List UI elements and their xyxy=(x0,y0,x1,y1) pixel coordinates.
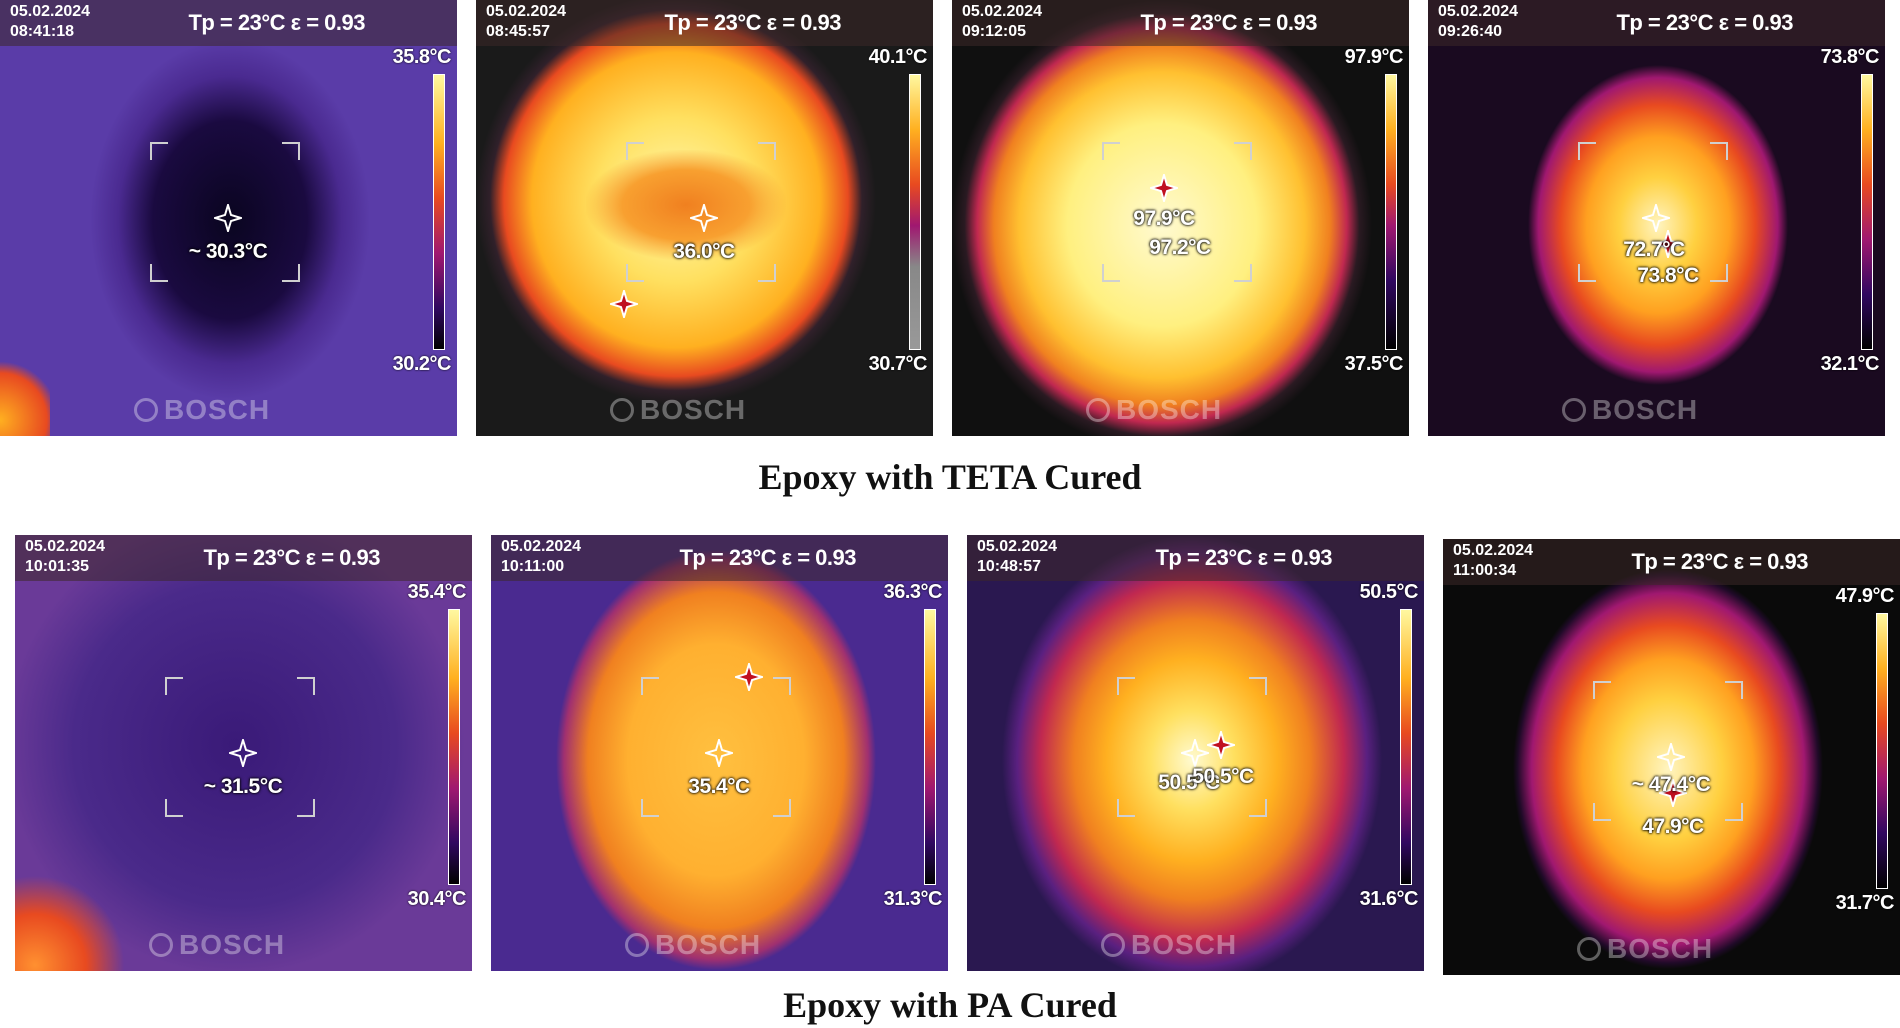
bosch-logo-icon xyxy=(625,933,649,957)
measurement-frame xyxy=(641,677,791,817)
capture-date: 05.02.2024 10:48:57 xyxy=(977,538,1058,575)
scale-max-label: 36.3°C xyxy=(883,581,943,603)
emissivity-readout: Tp = 23°C ε = 0.93 xyxy=(1155,545,1332,570)
spot-temperature: ~ 30.3°C xyxy=(188,240,268,263)
bosch-logo-icon xyxy=(1086,398,1110,422)
hotspot-marker-icon xyxy=(610,290,638,318)
emissivity-readout: Tp = 23°C ε = 0.93 xyxy=(1140,10,1317,35)
capture-date: 05.02.2024 10:01:35 xyxy=(25,538,106,575)
brand-watermark: BOSCH xyxy=(1607,933,1714,964)
color-scale-bar xyxy=(1876,613,1888,889)
crosshair-icon xyxy=(705,739,733,767)
scale-max-label: 47.9°C xyxy=(1835,585,1895,607)
measurement-frame xyxy=(1117,677,1267,817)
bosch-logo-icon xyxy=(610,398,634,422)
thermal-image-pa-4: 05.02.2024 11:00:34 Tp = 23°C ε = 0.93 47… xyxy=(1443,539,1900,975)
color-scale-bar xyxy=(1385,74,1397,350)
thermal-image-teta-1: 05.02.2024 08:41:18 Tp = 23°C ε = 0.93 35… xyxy=(0,0,457,436)
scale-min-label: 31.6°C xyxy=(1359,888,1419,910)
emissivity-readout: Tp = 23°C ε = 0.93 xyxy=(1631,549,1808,574)
scale-min-label: 37.5°C xyxy=(1344,353,1404,375)
color-scale-bar xyxy=(448,609,460,885)
bosch-logo-icon xyxy=(1577,937,1601,961)
bosch-logo-icon xyxy=(134,398,158,422)
measurement-frame xyxy=(165,677,315,817)
spot-temperature: 36.0°C xyxy=(673,240,735,263)
hotspot-marker-icon xyxy=(1654,230,1682,258)
spot-temperature: 72.7°C xyxy=(1623,238,1685,261)
brand-watermark: BOSCH xyxy=(164,394,271,425)
emissivity-readout: Tp = 23°C ε = 0.93 xyxy=(679,545,856,570)
spot-temperature: 50.5°C xyxy=(1158,771,1220,794)
color-scale-bar xyxy=(1400,609,1412,885)
bosch-logo-icon xyxy=(149,933,173,957)
hotspot-marker-icon xyxy=(1207,731,1235,759)
bosch-logo-icon xyxy=(1101,933,1125,957)
brand-watermark: BOSCH xyxy=(1131,929,1238,960)
crosshair-icon xyxy=(214,204,242,232)
capture-date: 05.02.2024 08:45:57 xyxy=(486,3,567,40)
capture-date: 05.02.2024 09:26:40 xyxy=(1438,3,1519,40)
spot-temperature: 35.4°C xyxy=(688,775,750,798)
spot-temperature-max: 97.9°C xyxy=(1133,207,1195,230)
thermal-image-pa-1: 05.02.2024 10:01:35 Tp = 23°C ε = 0.93 35… xyxy=(15,535,472,971)
capture-date: 05.02.2024 11:00:34 xyxy=(1453,542,1534,579)
scale-max-label: 35.4°C xyxy=(407,581,467,603)
scale-max-label: 35.8°C xyxy=(392,46,452,68)
scale-min-label: 30.4°C xyxy=(407,888,467,910)
brand-watermark: BOSCH xyxy=(179,929,286,960)
scale-max-label: 73.8°C xyxy=(1820,46,1880,68)
hotspot-marker-icon xyxy=(735,663,763,691)
color-scale-bar xyxy=(1861,74,1873,350)
color-scale-bar xyxy=(433,74,445,350)
color-scale-bar xyxy=(909,74,921,350)
scale-min-label: 30.7°C xyxy=(868,353,928,375)
thermal-image-teta-4: 05.02.2024 09:26:40 Tp = 23°C ε = 0.93 73… xyxy=(1428,0,1885,436)
bosch-logo-icon xyxy=(1562,398,1586,422)
hotspot-marker-icon xyxy=(1659,779,1687,807)
spot-temperature: 97.2°C xyxy=(1149,236,1211,259)
scale-min-label: 32.1°C xyxy=(1820,353,1880,375)
spot-temperature: ~ 47.4°C xyxy=(1631,773,1711,796)
measurement-frame xyxy=(150,142,300,282)
emissivity-readout: Tp = 23°C ε = 0.93 xyxy=(203,545,380,570)
emissivity-readout: Tp = 23°C ε = 0.93 xyxy=(664,10,841,35)
brand-watermark: BOSCH xyxy=(1116,394,1223,425)
capture-date: 05.02.2024 08:41:18 xyxy=(10,3,91,40)
brand-watermark: BOSCH xyxy=(1592,394,1699,425)
emissivity-readout: Tp = 23°C ε = 0.93 xyxy=(1616,10,1793,35)
spot-temperature: ~ 31.5°C xyxy=(203,775,283,798)
scale-min-label: 31.7°C xyxy=(1835,892,1895,914)
measurement-frame xyxy=(626,142,776,282)
crosshair-icon xyxy=(229,739,257,767)
thermal-image-teta-3: 05.02.2024 09:12:05 Tp = 23°C ε = 0.93 97… xyxy=(952,0,1409,436)
emissivity-readout: Tp = 23°C ε = 0.93 xyxy=(188,10,365,35)
thermal-image-pa-2: 05.02.2024 10:11:00 Tp = 23°C ε = 0.93 36… xyxy=(491,535,948,971)
measurement-frame xyxy=(1578,142,1728,282)
hotspot-marker-icon xyxy=(1150,174,1178,202)
brand-watermark: BOSCH xyxy=(655,929,762,960)
crosshair-icon xyxy=(690,204,718,232)
crosshair-icon xyxy=(1657,743,1685,771)
scale-max-label: 50.5°C xyxy=(1359,581,1419,603)
row-caption-teta: Epoxy with TETA Cured xyxy=(758,457,1142,497)
crosshair-icon xyxy=(1642,204,1670,232)
color-scale-bar xyxy=(924,609,936,885)
thermal-image-teta-2: 05.02.2024 08:45:57 Tp = 23°C ε = 0.93 40… xyxy=(476,0,933,436)
capture-date: 05.02.2024 09:12:05 xyxy=(962,3,1043,40)
spot-temperature-max: 73.8°C xyxy=(1637,264,1699,287)
brand-watermark: BOSCH xyxy=(640,394,747,425)
crosshair-icon xyxy=(1181,739,1209,767)
scale-max-label: 97.9°C xyxy=(1344,46,1404,68)
capture-date: 05.02.2024 10:11:00 xyxy=(501,538,582,575)
measurement-frame xyxy=(1102,142,1252,282)
scale-max-label: 40.1°C xyxy=(868,46,928,68)
row-caption-pa: Epoxy with PA Cured xyxy=(783,985,1117,1025)
scale-min-label: 31.3°C xyxy=(883,888,943,910)
scale-min-label: 30.2°C xyxy=(392,353,452,375)
spot-temperature-max: 50.5°C xyxy=(1192,765,1254,788)
spot-temperature-max: 47.9°C xyxy=(1642,815,1704,838)
thermal-image-pa-3: 05.02.2024 10:48:57 Tp = 23°C ε = 0.93 50… xyxy=(967,535,1424,971)
measurement-frame xyxy=(1593,681,1743,821)
